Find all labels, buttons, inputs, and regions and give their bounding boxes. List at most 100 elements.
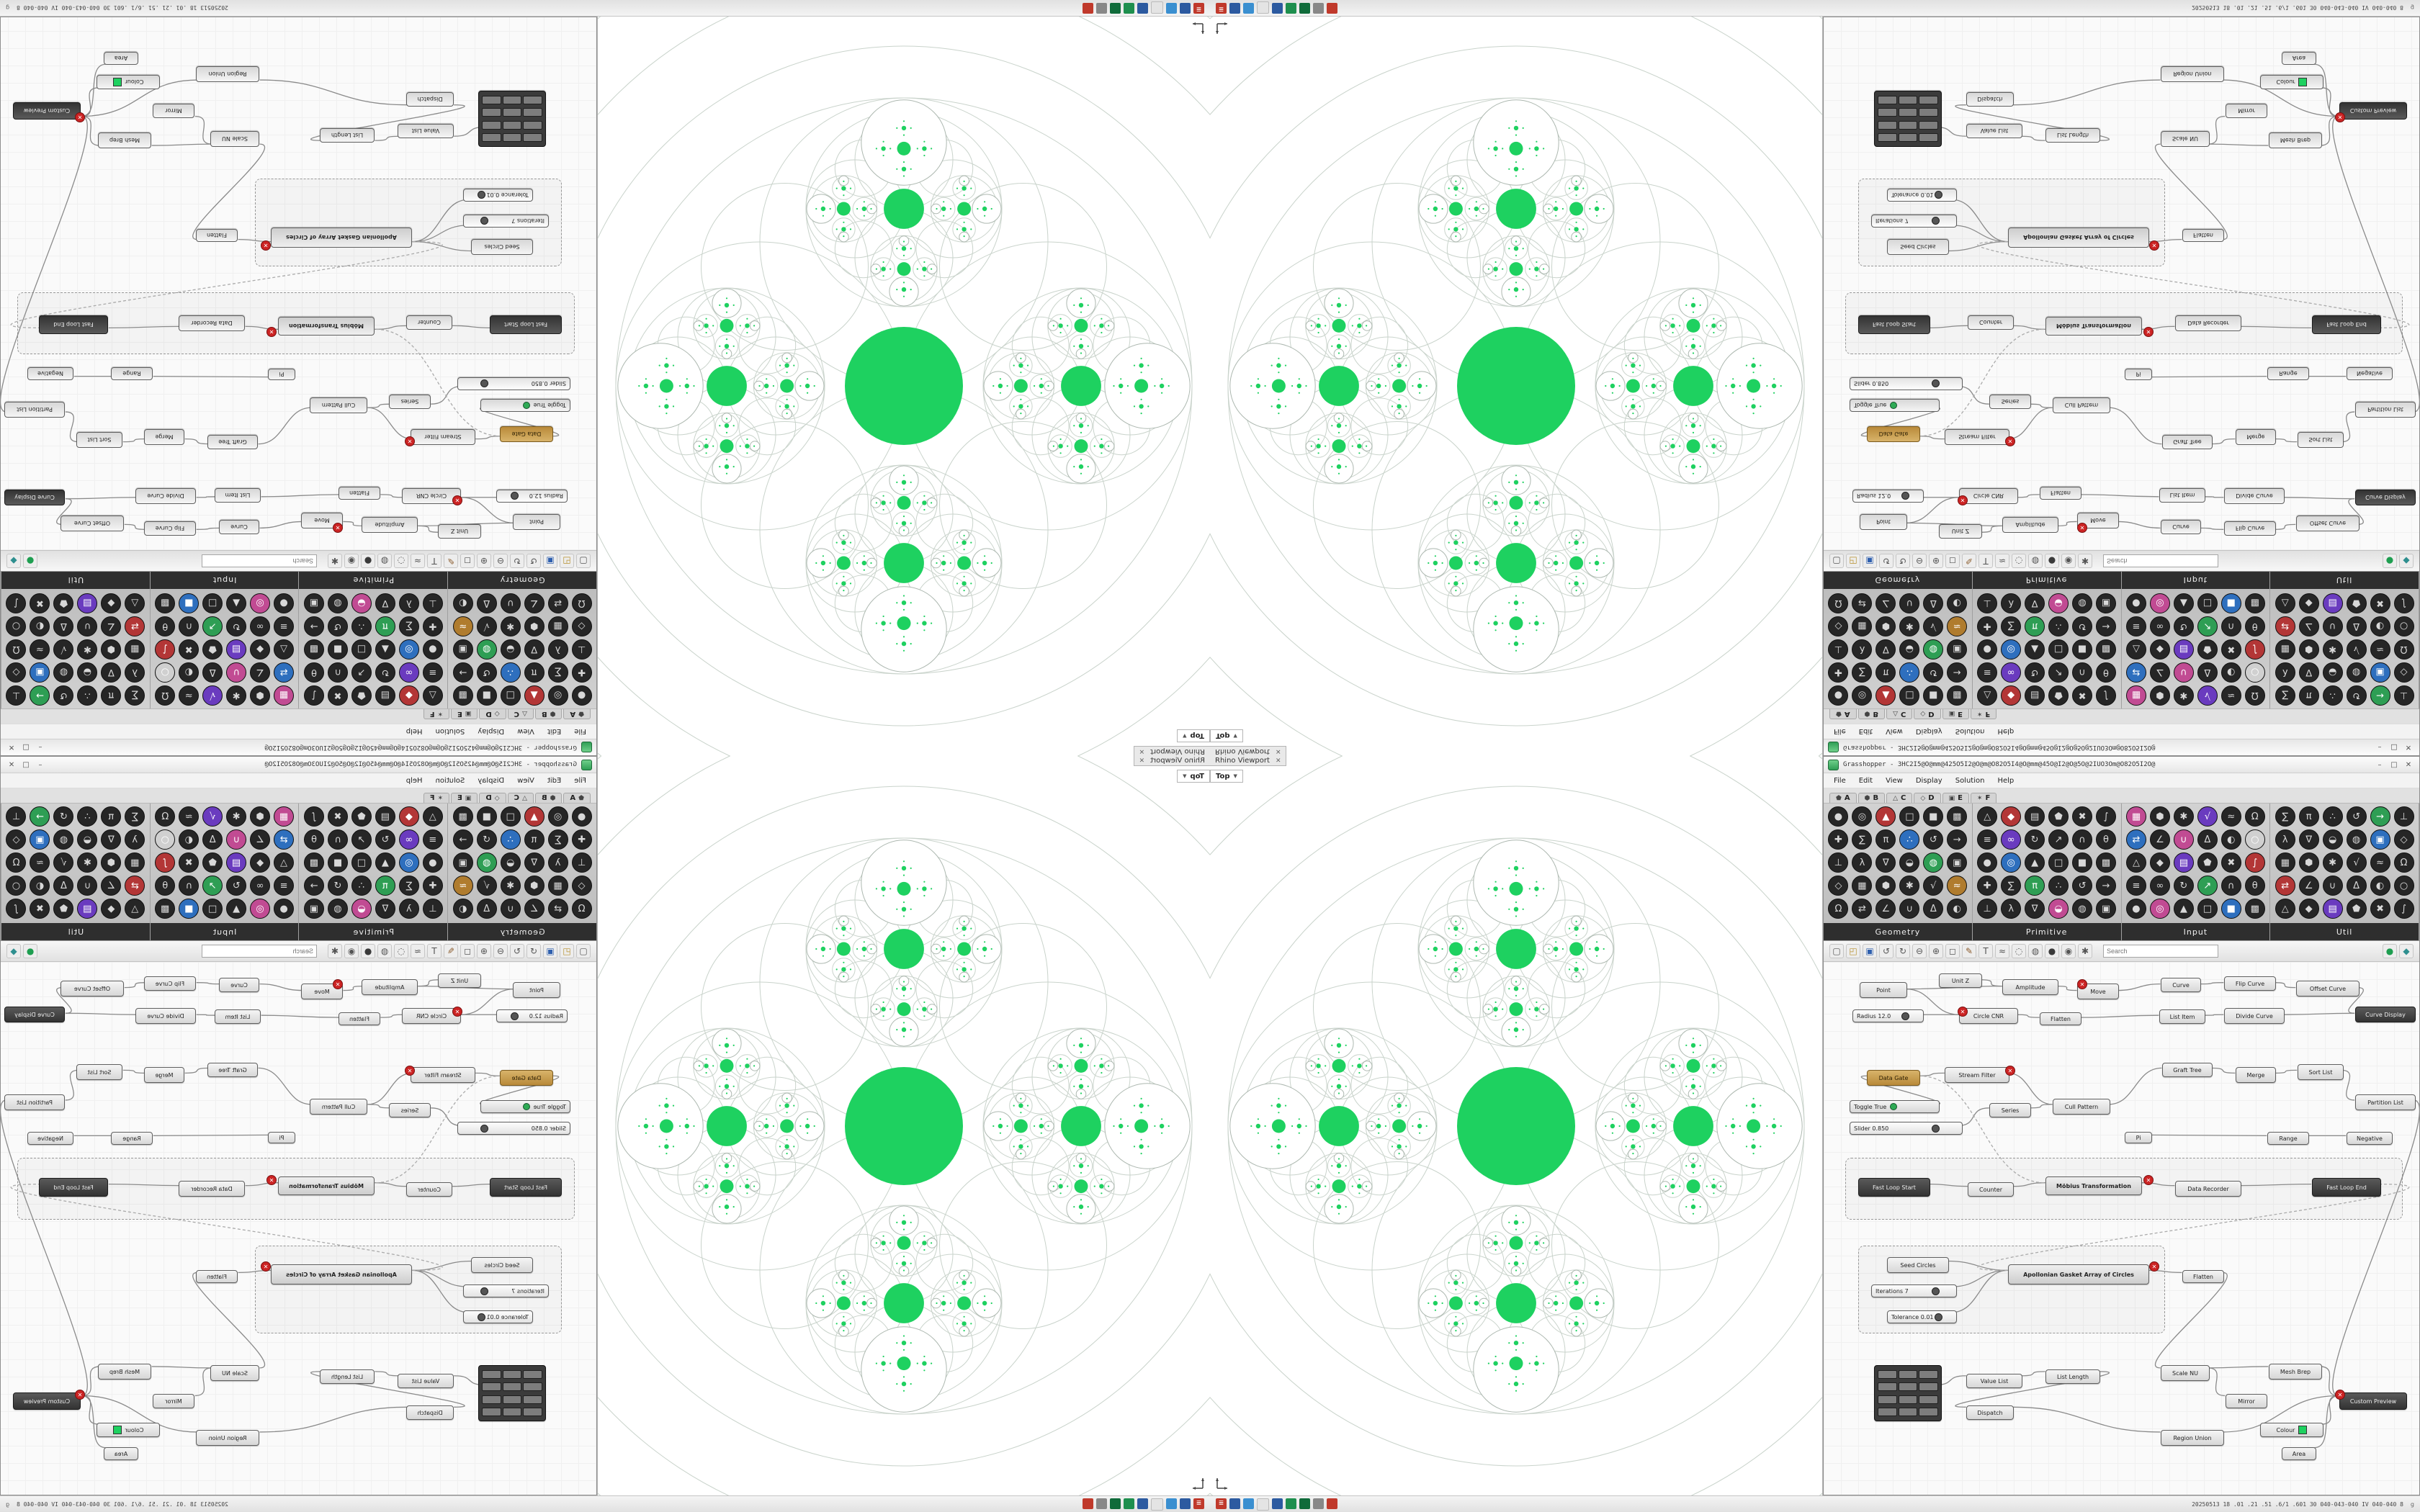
component-icon[interactable]: ▩	[2096, 639, 2116, 660]
menu-item-view[interactable]: View	[517, 727, 534, 736]
category-tab-b[interactable]: ⬢ B	[534, 709, 563, 719]
component-icon[interactable]: Δ	[476, 593, 497, 613]
colour-swatch-chip[interactable]	[112, 1426, 122, 1434]
component-icon[interactable]: ✖	[2370, 593, 2390, 613]
component-icon[interactable]: ◎	[2149, 899, 2170, 919]
component-icon[interactable]: ◒	[1899, 639, 1920, 660]
component-icon[interactable]: ⇄	[1852, 593, 1873, 613]
camera-icon[interactable]: ◉	[2061, 944, 2076, 958]
slider-knob-icon[interactable]	[480, 1124, 488, 1133]
preview-shaded-icon[interactable]: ●	[361, 554, 375, 568]
taskbar-app-7[interactable]	[1299, 3, 1310, 14]
open-file-icon[interactable]: ◰	[560, 944, 574, 958]
component-icon[interactable]: ✱	[2173, 685, 2194, 706]
component-icon[interactable]: □	[202, 593, 223, 613]
component-icon[interactable]: ↗	[202, 876, 223, 896]
preview-wireframe-icon[interactable]: ◍	[2028, 554, 2043, 568]
component-icon[interactable]: Δ	[2197, 662, 2218, 683]
component-icon[interactable]: ●	[1828, 806, 1849, 827]
component-icon[interactable]: ≈	[30, 639, 50, 660]
component-icon[interactable]: ◆	[398, 685, 419, 706]
component-icon[interactable]: θ	[2096, 662, 2116, 683]
component-icon[interactable]: ◇	[6, 829, 27, 850]
component-icon[interactable]: ∇	[2298, 829, 2319, 850]
component-icon[interactable]: ⊥	[1977, 593, 1998, 613]
component-icon[interactable]: ■	[2220, 899, 2241, 919]
node-mesh-brep[interactable]: Mesh Brep	[2269, 1364, 2322, 1380]
taskbar-app-3[interactable]	[1166, 1498, 1177, 1509]
settings-icon[interactable]: ✱	[2078, 944, 2092, 958]
menu-item-edit[interactable]: Edit	[547, 776, 562, 785]
component-icon[interactable]: ∑	[2001, 876, 2022, 896]
component-icon[interactable]: ◎	[398, 852, 419, 873]
node-region-union[interactable]: Region Union	[2161, 66, 2224, 82]
node-partition-list[interactable]: Partition List	[4, 402, 65, 418]
component-icon[interactable]: ∫	[2096, 685, 2116, 706]
node-scale-nu[interactable]: Scale NU	[2161, 1365, 2210, 1381]
node-point[interactable]: Point	[513, 982, 560, 998]
category-tab-c[interactable]: △ C	[1886, 709, 1913, 719]
node-region-union[interactable]: Region Union	[196, 66, 259, 82]
component-icon[interactable]: ↺	[1923, 829, 1944, 850]
zoom-extents-icon[interactable]: ◻	[1945, 944, 1960, 958]
component-icon[interactable]: ⊥	[571, 852, 592, 873]
node-list-item[interactable]: List Item	[2159, 488, 2205, 503]
component-icon[interactable]: √	[2346, 639, 2367, 660]
component-icon[interactable]: ∫	[155, 852, 176, 873]
close-button[interactable]: ✕	[8, 760, 15, 769]
node-curve[interactable]: Curve	[219, 520, 259, 534]
component-icon[interactable]: λ	[2275, 829, 2295, 850]
viewport-title-bar[interactable]: Rhino Viewport ✕	[1210, 746, 1287, 756]
component-icon[interactable]: ↺	[327, 876, 348, 896]
node-curve[interactable]: Curve	[2161, 520, 2201, 534]
node-fast-loop-end[interactable]: Fast Loop End	[2312, 1178, 2381, 1197]
component-icon[interactable]: ⬢	[101, 639, 122, 660]
component-icon[interactable]: ≡	[274, 876, 295, 896]
component-icon[interactable]: ∩	[179, 876, 200, 896]
component-icon[interactable]: ◒	[351, 899, 372, 919]
viewport-close-icon[interactable]: ✕	[1139, 757, 1145, 765]
menu-item-file[interactable]: File	[1834, 727, 1846, 736]
component-icon[interactable]: ⬟	[2048, 806, 2069, 827]
settings-icon[interactable]: ✱	[2078, 554, 2092, 568]
component-icon[interactable]: ∑	[2001, 616, 2022, 636]
component-icon[interactable]: ●	[274, 593, 295, 613]
component-icon[interactable]: ●	[1977, 639, 1998, 660]
component-icon[interactable]: ✱	[77, 639, 98, 660]
component-icon[interactable]: ↻	[2173, 876, 2194, 896]
preview-off-icon[interactable]: ◌	[2012, 944, 2026, 958]
component-icon[interactable]: ∫	[2393, 899, 2414, 919]
taskbar-app-4[interactable]	[1151, 1, 1163, 14]
window-title-bar[interactable]: Grasshopper - 3HC2I5@O@mm@425O5I2@O@m@O8…	[1824, 757, 2419, 773]
node-flip-curve[interactable]: Flip Curve	[144, 521, 196, 536]
component-icon[interactable]: ⬢	[250, 806, 271, 827]
node-curve[interactable]: Curve	[219, 978, 259, 992]
menu-item-solution[interactable]: Solution	[1955, 776, 1985, 785]
component-icon[interactable]: ⇄	[2275, 616, 2295, 636]
node-flatten[interactable]: Flatten	[339, 487, 380, 500]
node-negative[interactable]: Negative	[2347, 367, 2393, 380]
node-cull-pattern[interactable]: Cull Pattern	[310, 1099, 367, 1115]
component-icon[interactable]: ▩	[2096, 852, 2116, 873]
node-curve[interactable]: Curve	[2161, 978, 2201, 992]
component-icon[interactable]: ∑	[1852, 662, 1873, 683]
node-negative[interactable]: Negative	[27, 367, 73, 380]
node-panel[interactable]	[1874, 1365, 1942, 1421]
component-icon[interactable]: √	[476, 616, 497, 636]
component-icon[interactable]: ▩	[155, 899, 176, 919]
node-tolerance-0-01[interactable]: Tolerance 0.01	[1887, 1310, 1957, 1323]
component-icon[interactable]: □	[2197, 899, 2218, 919]
component-icon[interactable]: ●	[2125, 899, 2146, 919]
component-icon[interactable]: ●	[422, 852, 443, 873]
taskbar-app-7[interactable]	[1110, 1498, 1121, 1509]
open-file-icon[interactable]: ◰	[1846, 944, 1860, 958]
component-icon[interactable]: ▦	[274, 806, 295, 827]
slider-knob-icon[interactable]	[1935, 191, 1942, 199]
slider-knob-icon[interactable]	[511, 492, 519, 500]
component-icon[interactable]: ∩	[327, 829, 348, 850]
sketch-icon[interactable]: ✎	[444, 554, 458, 568]
component-icon[interactable]: ∞	[2149, 616, 2170, 636]
taskbar-app-5[interactable]	[1137, 1498, 1148, 1509]
node-m-bius-transformation[interactable]: Möbius Transformation	[278, 1176, 375, 1195]
category-tab-f[interactable]: ✶ F	[1970, 793, 1997, 803]
